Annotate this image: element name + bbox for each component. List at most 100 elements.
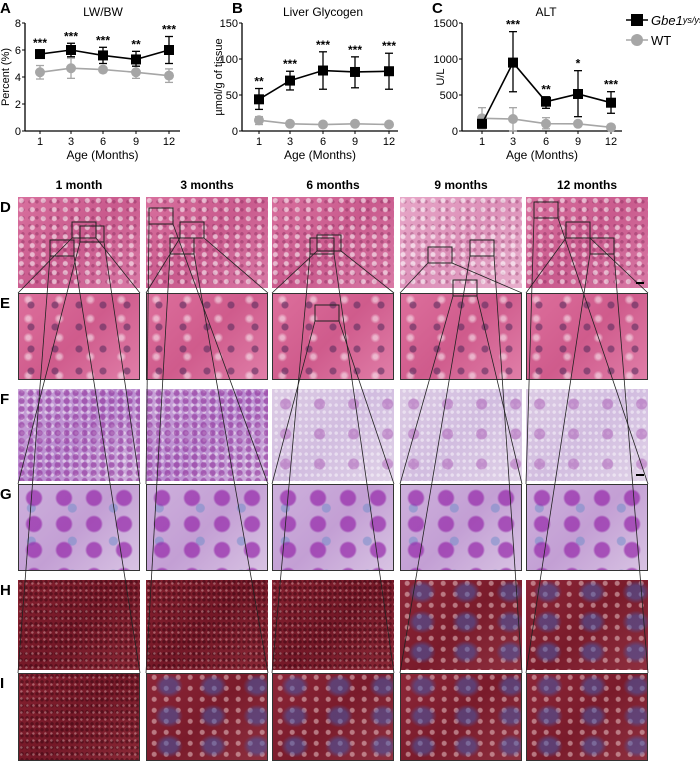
micrograph-g-2 xyxy=(146,484,268,571)
x-tick-label: 3 xyxy=(510,136,516,148)
y-tick-label: 8 xyxy=(15,18,21,30)
data-point-wt xyxy=(66,63,76,74)
micrograph-d-3 xyxy=(272,197,394,288)
legend-label-mutant: Gbe1 xyxy=(651,12,683,28)
micrograph-f-2 xyxy=(146,389,268,481)
square-marker-icon xyxy=(626,14,648,26)
micrograph-f-5 xyxy=(526,389,648,481)
legend-label-wt: WT xyxy=(651,32,672,48)
data-point-wt xyxy=(131,67,141,78)
x-axis-label: Age (Months) xyxy=(66,148,138,162)
data-point-mutant xyxy=(384,66,394,77)
micrograph-i-2 xyxy=(146,673,268,761)
micrograph-e-1 xyxy=(18,293,140,380)
x-tick-label: 1 xyxy=(479,136,485,148)
chart-title: Liver Glycogen xyxy=(283,5,363,19)
y-axis-label: µmol/g of tissue xyxy=(213,38,225,115)
data-point-mutant xyxy=(164,45,174,55)
data-point-mutant xyxy=(66,45,76,55)
panel-label-a: A xyxy=(0,0,11,17)
y-tick-label: 1000 xyxy=(434,54,458,66)
chart-0: LW/BW 0 2 4 6 8 1 3 6 9 12 Age (Months) Percent (%) *… xyxy=(0,5,180,162)
row-label-e: E xyxy=(0,295,11,312)
data-point-wt xyxy=(254,115,264,126)
x-tick-label: 3 xyxy=(68,136,74,148)
data-point-mutant xyxy=(477,118,487,129)
column-header: 9 months xyxy=(434,178,488,192)
y-axis-label: Percent (%) xyxy=(0,48,12,106)
micrograph-e-3 xyxy=(272,293,394,380)
significance-marker: ** xyxy=(131,37,141,51)
data-point-mutant xyxy=(131,54,141,65)
significance-marker: *** xyxy=(506,18,520,32)
micrograph-h-3 xyxy=(272,580,394,670)
significance-marker: *** xyxy=(162,23,176,37)
x-axis-label: Age (Months) xyxy=(506,148,578,162)
panel-label-c: C xyxy=(432,0,443,17)
data-point-mutant xyxy=(573,88,583,99)
circle-marker-icon xyxy=(626,34,648,46)
micrograph-d-5 xyxy=(526,197,648,288)
significance-marker: ** xyxy=(541,83,551,97)
significance-marker: *** xyxy=(348,43,362,57)
data-point-wt xyxy=(508,113,518,124)
y-tick-label: 0 xyxy=(452,126,458,138)
panel-label-b: B xyxy=(232,0,243,17)
x-tick-label: 6 xyxy=(100,136,106,148)
x-tick-label: 6 xyxy=(320,136,326,148)
data-point-wt xyxy=(35,67,45,78)
x-tick-label: 12 xyxy=(163,136,175,148)
micrograph-g-4 xyxy=(400,484,522,571)
x-tick-label: 9 xyxy=(352,136,358,148)
column-header: 12 months xyxy=(556,178,617,192)
data-point-wt xyxy=(164,70,174,81)
x-tick-label: 6 xyxy=(543,136,549,148)
significance-marker: *** xyxy=(382,39,396,53)
data-point-mutant xyxy=(606,97,616,108)
y-tick-label: 1500 xyxy=(434,18,458,30)
significance-marker: *** xyxy=(316,38,330,52)
micrograph-i-3 xyxy=(272,673,394,761)
y-tick-label: 4 xyxy=(15,72,21,84)
legend-label-mutant-sup: ys/ys xyxy=(682,15,700,25)
data-point-wt xyxy=(285,118,295,129)
micrograph-e-2 xyxy=(146,293,268,380)
micrograph-d-2 xyxy=(146,197,268,288)
micrograph-h-4 xyxy=(400,580,522,670)
data-point-mutant xyxy=(35,49,45,60)
micrograph-i-5 xyxy=(526,673,648,761)
charts-area: LW/BW 0 2 4 6 8 1 3 6 9 12 Age (Months) Percent (%) *… xyxy=(0,5,622,162)
row-label-h: H xyxy=(0,582,11,599)
y-tick-label: 500 xyxy=(440,90,458,102)
x-tick-label: 9 xyxy=(133,136,139,148)
data-point-wt xyxy=(350,118,360,129)
y-tick-label: 50 xyxy=(226,90,238,102)
row-label-i: I xyxy=(0,675,5,692)
significance-marker: *** xyxy=(64,29,78,43)
significance-marker: * xyxy=(576,57,581,71)
data-point-mutant xyxy=(350,66,360,77)
micrograph-g-5 xyxy=(526,484,648,571)
chart-title: ALT xyxy=(535,5,557,19)
row-label-f: F xyxy=(0,391,10,408)
y-tick-label: 2 xyxy=(15,99,21,111)
micrograph-e-4 xyxy=(400,293,522,380)
x-tick-label: 12 xyxy=(605,136,617,148)
column-header: 3 months xyxy=(180,178,234,192)
y-axis-label: U/L xyxy=(435,68,447,85)
data-point-mutant xyxy=(508,57,518,68)
micrograph-g-1 xyxy=(18,484,140,571)
y-tick-label: 0 xyxy=(232,126,238,138)
significance-marker: *** xyxy=(604,78,618,92)
micrograph-f-3 xyxy=(272,389,394,481)
row-label-g: G xyxy=(0,486,12,503)
micrograph-d-4 xyxy=(400,197,522,288)
data-point-wt xyxy=(573,118,583,129)
micrograph-h-1 xyxy=(18,580,140,670)
data-point-mutant xyxy=(98,50,108,61)
micrograph-g-3 xyxy=(272,484,394,571)
x-tick-label: 1 xyxy=(256,136,262,148)
data-point-mutant xyxy=(541,96,551,107)
micrograph-h-5 xyxy=(526,580,648,670)
